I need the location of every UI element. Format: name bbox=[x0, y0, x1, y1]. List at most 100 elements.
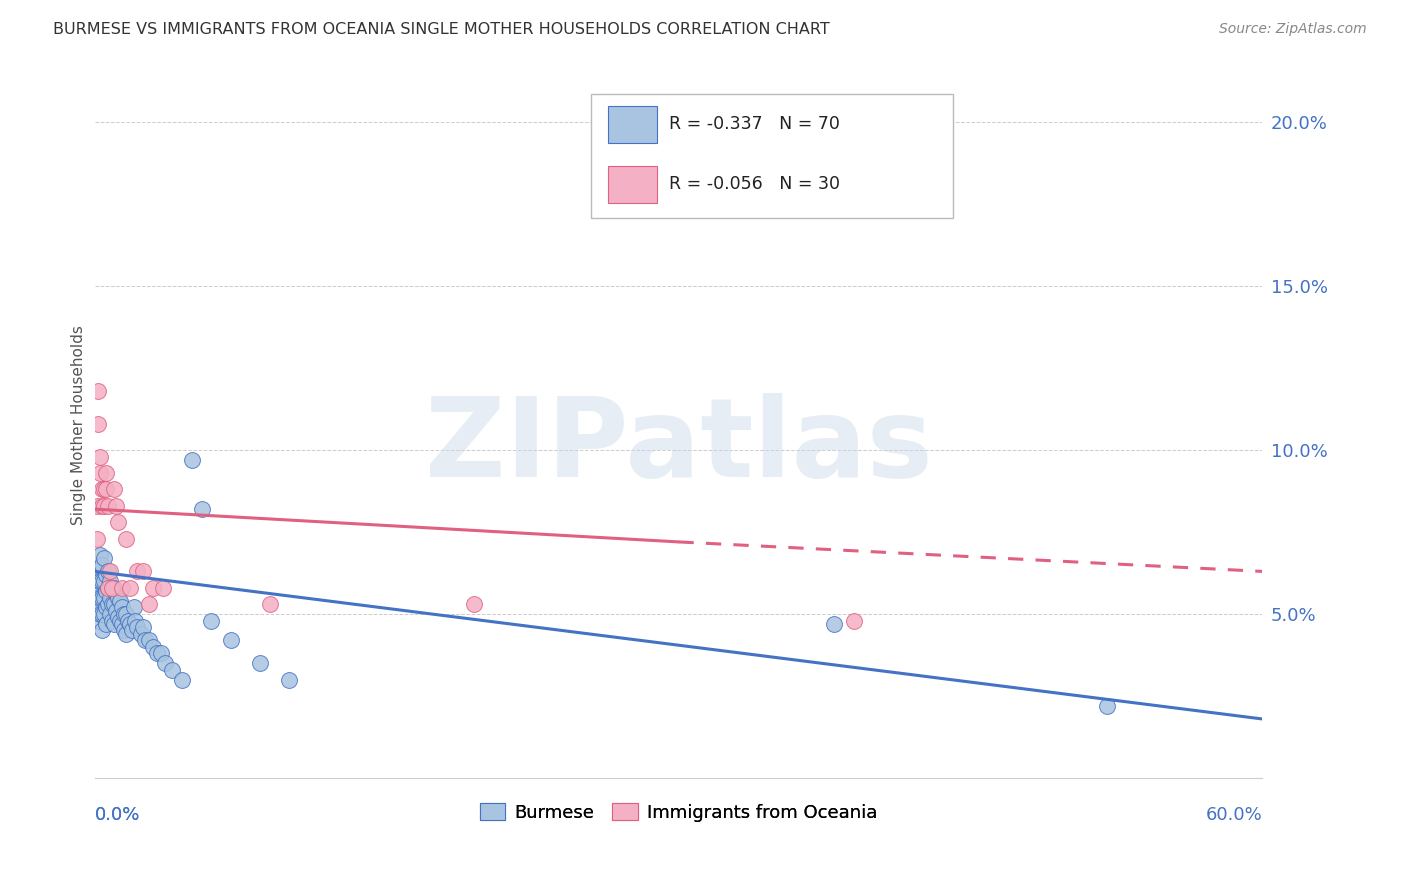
Point bbox=[114, 532, 136, 546]
Point bbox=[134, 633, 156, 648]
Point bbox=[89, 607, 111, 621]
Point bbox=[89, 450, 111, 464]
Point bbox=[152, 581, 174, 595]
Point bbox=[86, 499, 108, 513]
Point bbox=[823, 616, 845, 631]
Point bbox=[112, 624, 135, 638]
Point bbox=[91, 574, 114, 589]
Point bbox=[96, 584, 118, 599]
Point bbox=[97, 581, 120, 595]
Point bbox=[149, 647, 172, 661]
Point bbox=[103, 483, 125, 497]
Point bbox=[98, 607, 121, 621]
Point bbox=[87, 614, 110, 628]
Point bbox=[91, 499, 114, 513]
Legend: Burmese, Immigrants from Oceania: Burmese, Immigrants from Oceania bbox=[472, 796, 884, 829]
Point bbox=[91, 591, 114, 605]
Point bbox=[129, 626, 152, 640]
Point bbox=[101, 597, 124, 611]
Point bbox=[89, 466, 111, 480]
Text: 60.0%: 60.0% bbox=[1206, 806, 1263, 824]
Point bbox=[87, 574, 110, 589]
Point bbox=[101, 581, 124, 595]
Point bbox=[107, 610, 129, 624]
Point bbox=[127, 620, 149, 634]
Point bbox=[842, 614, 865, 628]
Point bbox=[96, 567, 118, 582]
Point bbox=[146, 647, 169, 661]
Point bbox=[111, 600, 134, 615]
Point bbox=[87, 417, 110, 431]
Point bbox=[104, 587, 127, 601]
Point bbox=[101, 581, 124, 595]
Point bbox=[180, 453, 202, 467]
Point bbox=[132, 565, 155, 579]
Point bbox=[118, 581, 141, 595]
Point bbox=[104, 499, 127, 513]
Point bbox=[124, 614, 146, 628]
Point bbox=[93, 591, 115, 605]
Point bbox=[89, 548, 111, 562]
Point bbox=[103, 597, 125, 611]
Point bbox=[117, 614, 139, 628]
Point bbox=[114, 626, 136, 640]
Text: 0.0%: 0.0% bbox=[94, 806, 141, 824]
Point bbox=[142, 640, 165, 654]
Point bbox=[93, 483, 115, 497]
Point bbox=[98, 574, 121, 589]
Point bbox=[96, 466, 118, 480]
Point bbox=[108, 594, 131, 608]
Point bbox=[101, 614, 124, 628]
Point bbox=[190, 502, 212, 516]
Point bbox=[86, 532, 108, 546]
Point bbox=[162, 663, 184, 677]
Point bbox=[93, 607, 115, 621]
Point bbox=[103, 616, 125, 631]
Point bbox=[93, 551, 115, 566]
Point bbox=[138, 633, 160, 648]
Point bbox=[89, 574, 111, 589]
Point bbox=[142, 581, 165, 595]
Point bbox=[91, 558, 114, 572]
Point bbox=[97, 499, 120, 513]
Point bbox=[1095, 698, 1118, 713]
Point bbox=[111, 616, 134, 631]
Point bbox=[104, 604, 127, 618]
Text: Source: ZipAtlas.com: Source: ZipAtlas.com bbox=[1219, 22, 1367, 37]
Point bbox=[138, 597, 160, 611]
Point bbox=[87, 384, 110, 398]
Point bbox=[463, 597, 485, 611]
Y-axis label: Single Mother Households: Single Mother Households bbox=[72, 326, 86, 525]
Point bbox=[249, 657, 271, 671]
Text: BURMESE VS IMMIGRANTS FROM OCEANIA SINGLE MOTHER HOUSEHOLDS CORRELATION CHART: BURMESE VS IMMIGRANTS FROM OCEANIA SINGL… bbox=[53, 22, 830, 37]
Point bbox=[108, 614, 131, 628]
Text: R = -0.056   N = 30: R = -0.056 N = 30 bbox=[669, 176, 841, 194]
Point bbox=[87, 597, 110, 611]
Point bbox=[107, 515, 129, 529]
Point bbox=[91, 607, 114, 621]
Text: 0.0%: 0.0% bbox=[94, 806, 141, 824]
Point bbox=[93, 574, 115, 589]
Point bbox=[112, 607, 135, 621]
Point bbox=[86, 591, 108, 605]
Text: ZIPatlas: ZIPatlas bbox=[425, 393, 932, 500]
Point bbox=[118, 616, 141, 631]
Point bbox=[91, 483, 114, 497]
Point bbox=[278, 673, 301, 687]
Point bbox=[122, 600, 145, 615]
Point bbox=[96, 483, 118, 497]
Point bbox=[114, 607, 136, 621]
Point bbox=[98, 565, 121, 579]
FancyBboxPatch shape bbox=[609, 106, 658, 143]
Point bbox=[97, 565, 120, 579]
Point bbox=[91, 624, 114, 638]
Point bbox=[96, 600, 118, 615]
Point bbox=[200, 614, 222, 628]
Point bbox=[96, 616, 118, 631]
Point bbox=[86, 565, 108, 579]
Text: R = -0.337   N = 70: R = -0.337 N = 70 bbox=[669, 115, 839, 134]
Point bbox=[89, 591, 111, 605]
Point bbox=[219, 633, 242, 648]
Point bbox=[153, 657, 176, 671]
Point bbox=[127, 565, 149, 579]
